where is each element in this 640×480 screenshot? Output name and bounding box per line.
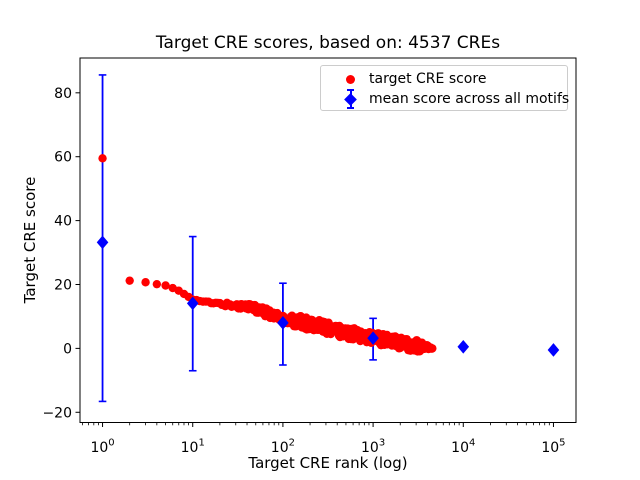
- red-circle-marker-icon: [332, 74, 369, 84]
- legend: target CRE score mean score across all m…: [320, 65, 570, 111]
- target-score-series: [98, 154, 437, 356]
- legend-item-mean-score: mean score across all motifs: [321, 89, 570, 109]
- chart-title: Target CRE scores, based on: 4537 CREs: [155, 33, 501, 53]
- svg-text:80: 80: [54, 86, 72, 102]
- y-axis-label: Target CRE score: [21, 176, 39, 304]
- legend-label-mean-score: mean score across all motifs: [369, 91, 570, 107]
- svg-text:0: 0: [63, 341, 72, 357]
- mean-series-diamonds: [96, 235, 560, 357]
- svg-text:40: 40: [54, 214, 72, 230]
- legend-label-target-cre-score: target CRE score: [369, 71, 487, 87]
- legend-item-target-cre-score: target CRE score: [321, 69, 567, 89]
- blue-diamond-errorbar-marker-icon: [332, 89, 369, 109]
- svg-text:−20: −20: [42, 405, 72, 421]
- svg-text:20: 20: [54, 277, 72, 293]
- svg-text:104: 104: [451, 438, 475, 457]
- x-axis-label: Target CRE rank (log): [248, 454, 408, 472]
- svg-text:105: 105: [541, 438, 565, 457]
- svg-text:102: 102: [271, 438, 295, 457]
- x-axis-ticks: 100 101 102 103 104 105: [82, 422, 566, 457]
- y-axis-ticks: −20 0 20 40 60 80: [42, 86, 80, 421]
- svg-text:60: 60: [54, 150, 72, 166]
- plot-area: [79, 57, 577, 423]
- svg-text:103: 103: [361, 438, 385, 457]
- svg-text:100: 100: [90, 438, 114, 457]
- svg-text:101: 101: [181, 438, 205, 457]
